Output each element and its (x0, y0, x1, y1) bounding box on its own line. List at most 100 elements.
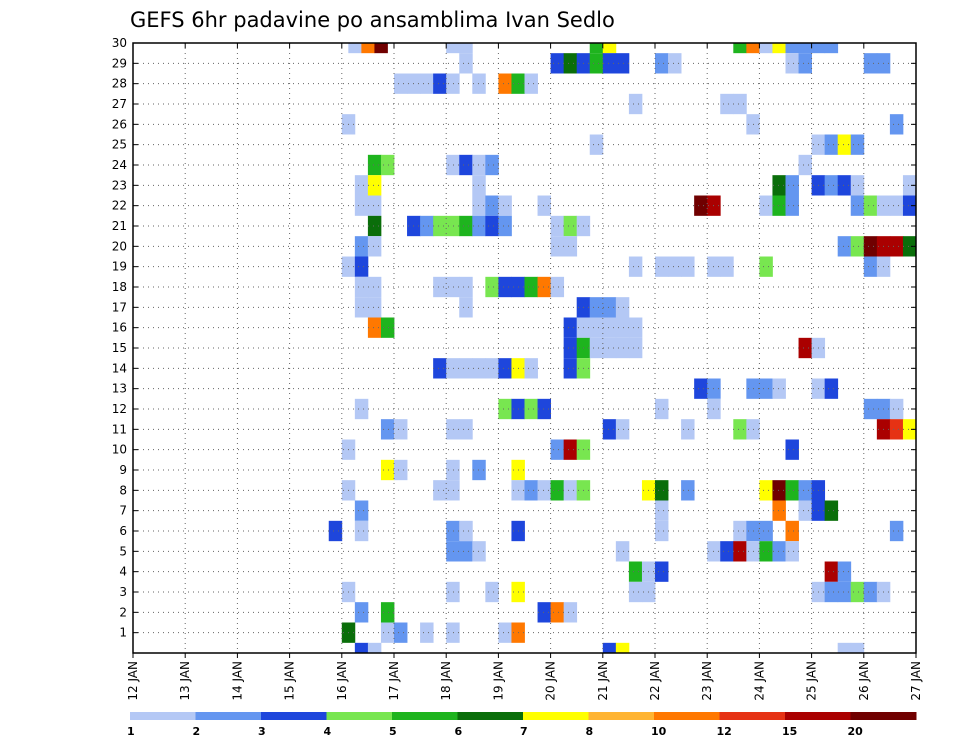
heatmap-cell (354, 195, 369, 216)
heatmap-cell (824, 500, 839, 521)
heatmap-cell (380, 419, 395, 440)
heatmap-cell (615, 337, 630, 359)
y-tick-label: 18 (112, 280, 127, 294)
heatmap-cell (628, 256, 643, 277)
heatmap-cell (759, 480, 773, 501)
heatmap-cell (772, 195, 786, 216)
y-tick-label: 19 (112, 260, 127, 274)
heatmap-cell (902, 419, 917, 440)
heatmap-cell (446, 73, 460, 94)
colorbar-swatch (785, 712, 851, 720)
heatmap-cell (589, 337, 604, 359)
heatmap-cell (367, 297, 382, 318)
y-tick-label: 13 (112, 382, 127, 396)
y-axis-ensemble-members: 1234567891011121314151617181920212223242… (112, 36, 916, 640)
colorbar-label: 6 (455, 725, 463, 738)
heatmap-cell (459, 297, 473, 318)
heatmap-cell (563, 358, 578, 379)
heatmap-cell (798, 500, 812, 521)
heatmap-cell (655, 480, 669, 501)
heatmap-cell (446, 581, 460, 603)
heatmap-cell (524, 398, 538, 420)
colorbar-label: 10 (651, 725, 667, 738)
heatmap-cell (655, 561, 669, 582)
y-tick-label: 10 (112, 443, 127, 457)
heatmap-cell (394, 73, 408, 94)
heatmap-cell (772, 500, 786, 521)
chart-title: GEFS 6hr padavine po ansamblima Ivan Sed… (130, 8, 615, 32)
heatmap-cell (798, 53, 812, 74)
heatmap-cell (459, 276, 473, 298)
y-tick-label: 21 (112, 219, 127, 233)
heatmap-cell (589, 134, 604, 155)
heatmap-cell (733, 93, 747, 115)
heatmap-cell (550, 215, 565, 237)
colorbar-label: 8 (586, 725, 594, 738)
heatmap-cell (694, 378, 708, 399)
heatmap-cell (472, 541, 486, 562)
y-tick-label: 8 (119, 483, 127, 497)
heatmap-cell (354, 500, 369, 521)
heatmap-cell (733, 43, 747, 54)
heatmap-cell (498, 73, 512, 94)
heatmap-cell (361, 43, 375, 54)
heatmap-cell (668, 53, 682, 74)
heatmap-cell (433, 276, 447, 298)
heatmap-cell (459, 419, 473, 440)
heatmap-cell (485, 276, 499, 298)
heatmap-cell (563, 317, 578, 338)
heatmap-cell (524, 73, 538, 94)
heatmap-cell (446, 459, 460, 481)
colorbar-swatch (130, 712, 196, 720)
x-tick-label: 27 JAN (909, 661, 923, 701)
colorbar-swatch (392, 712, 458, 720)
colorbar-label: 12 (717, 725, 732, 738)
x-tick-label: 15 JAN (283, 661, 297, 701)
colorbar-swatch (654, 712, 720, 720)
heatmap-cell (354, 642, 369, 653)
y-tick-label: 28 (112, 77, 127, 91)
colorbar-label: 20 (848, 725, 864, 738)
y-tick-label: 20 (112, 239, 127, 253)
heatmap-cell (472, 358, 486, 379)
heatmap-cell (498, 398, 512, 420)
heatmap-cell (694, 195, 708, 216)
y-tick-label: 26 (112, 117, 127, 131)
heatmap-cell (720, 256, 734, 277)
heatmap-cell (446, 541, 460, 562)
heatmap-cell (498, 195, 512, 216)
heatmap-cell (589, 43, 604, 54)
heatmap-cell (563, 439, 578, 460)
heatmap-cell (811, 43, 826, 54)
heatmap-cell (681, 480, 695, 501)
y-tick-label: 25 (112, 138, 127, 152)
heatmap-cell (367, 276, 382, 298)
heatmap-cell (772, 43, 786, 54)
x-tick-label: 26 JAN (857, 661, 871, 701)
heatmap-cell (785, 439, 799, 460)
heatmap-cell (785, 195, 799, 216)
heatmap-cell (850, 175, 865, 196)
colorbar-label: 3 (258, 725, 266, 738)
heatmap-cell (785, 53, 799, 74)
heatmap-cell (563, 337, 578, 359)
heatmap-cell (380, 154, 395, 176)
heatmap-cell (837, 642, 852, 653)
heatmap-cell (446, 215, 460, 237)
heatmap-cell (602, 43, 617, 54)
colorbar-swatch (457, 712, 524, 720)
heatmap-cell (485, 581, 499, 603)
heatmap-cell (798, 43, 812, 54)
heatmap-cell (655, 520, 669, 542)
heatmap-cell (563, 53, 578, 74)
dotted-grid (133, 43, 916, 653)
heatmap-cell (628, 317, 643, 338)
heatmap-cell (433, 480, 447, 501)
heatmap-cell (772, 378, 786, 399)
heatmap-cell (602, 337, 617, 359)
heatmap-cell (498, 358, 512, 379)
heatmap-cell (863, 53, 878, 74)
heatmap-cell (459, 358, 473, 379)
colorbar-label: 5 (389, 725, 397, 738)
heatmap-cell (889, 236, 904, 257)
